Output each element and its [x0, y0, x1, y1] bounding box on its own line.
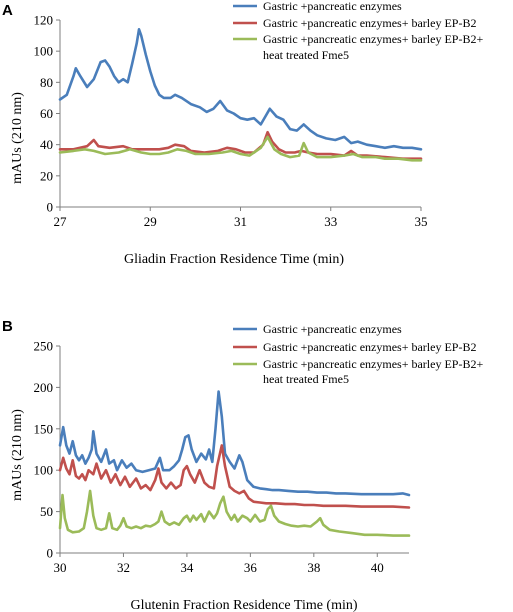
y-tick-label: 150 — [34, 421, 54, 436]
panel-a: A Gliadin Fraction Residence Time (min) … — [2, 0, 483, 267]
x-tick-label: 30 — [54, 560, 67, 575]
x-tick-label: 33 — [324, 214, 337, 229]
legend-label-1: Gastric +pancreatic enzymes — [263, 0, 402, 13]
x-tick-label: 29 — [144, 214, 157, 229]
legend-label-1: Gastric +pancreatic enzymes — [263, 322, 402, 336]
panel-a-legend: Gastric +pancreatic enzymes Gastric +panc… — [233, 0, 483, 62]
series-line-3 — [58, 135, 423, 162]
panel-b-y-axis-title: mAUs (210 nm) — [10, 409, 25, 501]
panel-b-x-axis-title: Glutenin Fraction Residence Time (min) — [130, 598, 357, 612]
x-tick-label: 27 — [54, 214, 68, 229]
legend-label-2: Gastric +pancreatic enzymes+ barley EP-B… — [263, 340, 476, 354]
y-tick-label: 100 — [34, 44, 54, 59]
series-line-2 — [58, 444, 411, 509]
panel-a-lines — [58, 28, 423, 162]
series-line-3 — [58, 489, 411, 537]
legend-label-2: Gastric +pancreatic enzymes+ barley EP-B… — [263, 16, 476, 30]
x-tick-label: 38 — [307, 560, 320, 575]
legend-label-3: Gastric +pancreatic enzymes+ barley EP-B… — [263, 32, 483, 62]
panel-b-legend: Gastric +pancreatic enzymes Gastric +panc… — [233, 322, 483, 386]
panel-a-y-axis-title: mAUs (210 nm) — [10, 92, 25, 184]
y-tick-label: 100 — [34, 463, 54, 478]
x-tick-label: 36 — [244, 560, 258, 575]
y-tick-label: 50 — [40, 504, 53, 519]
y-tick-label: 200 — [34, 380, 54, 395]
y-tick-label: 0 — [47, 546, 54, 561]
x-tick-label: 31 — [234, 214, 247, 229]
legend-label-3: Gastric +pancreatic enzymes+ barley EP-B… — [263, 357, 483, 386]
y-tick-label: 120 — [34, 13, 54, 28]
y-tick-label: 40 — [40, 137, 53, 152]
panel-a-axes: 0 20 40 60 80 100 120 27 29 31 33 35 — [34, 13, 428, 230]
panel-b: B Glutenin Fraction Residence Time (min)… — [2, 318, 483, 612]
series-line-1 — [58, 28, 423, 151]
panel-b-label: B — [2, 318, 13, 335]
series-line-1 — [58, 390, 411, 497]
panel-a-x-axis-title: Gliadin Fraction Residence Time (min) — [124, 252, 344, 267]
x-tick-label: 34 — [180, 560, 194, 575]
y-tick-label: 20 — [40, 168, 53, 183]
x-tick-label: 40 — [371, 560, 384, 575]
y-tick-label: 250 — [34, 339, 54, 354]
x-tick-label: 35 — [415, 214, 428, 229]
x-tick-label: 32 — [117, 560, 130, 575]
panel-b-lines — [58, 390, 411, 537]
y-tick-label: 60 — [40, 106, 53, 121]
y-tick-label: 80 — [40, 75, 53, 90]
y-tick-label: 0 — [47, 200, 54, 215]
panel-b-axes: 0 50 100 150 200 250 30 32 34 36 38 40 — [34, 339, 409, 575]
panel-a-label: A — [2, 2, 13, 19]
